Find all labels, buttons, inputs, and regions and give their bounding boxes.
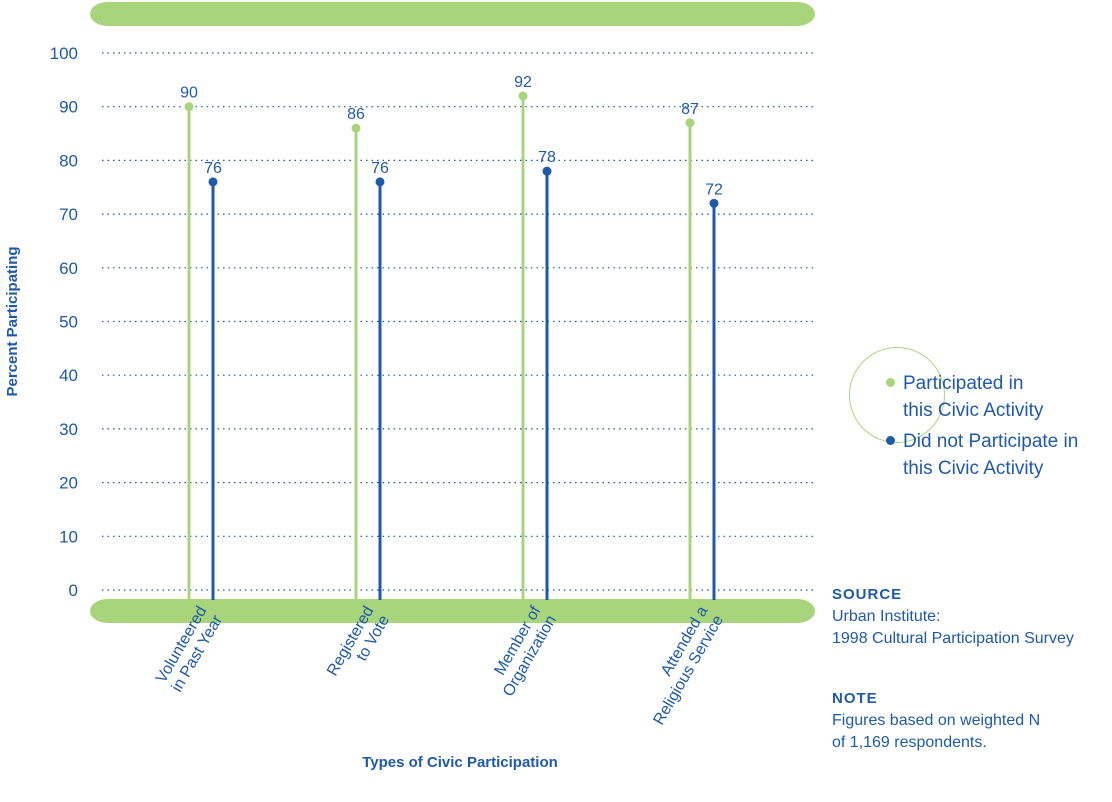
y-tick-label-100: 100 bbox=[50, 44, 78, 63]
value-label-not-participated-3: 72 bbox=[705, 181, 723, 198]
y-tick-label-0: 0 bbox=[69, 581, 78, 600]
value-label-participated-1: 86 bbox=[347, 106, 365, 123]
y-tick-label-40: 40 bbox=[59, 366, 78, 385]
point-participated-1 bbox=[351, 123, 361, 133]
y-tick-label-70: 70 bbox=[59, 205, 78, 224]
legend-label-participated-1: Participated in bbox=[903, 373, 1024, 394]
legend-dot-green-icon bbox=[886, 378, 895, 387]
point-not-participated-2 bbox=[542, 166, 552, 176]
legend-label-not-participated-2: this Civic Activity bbox=[903, 458, 1044, 479]
legend: Participated in this Civic Activity Did … bbox=[876, 370, 1106, 486]
source-block: SOURCE Urban Institute: 1998 Cultural Pa… bbox=[832, 584, 1074, 650]
y-axis-title: Percent Participating bbox=[4, 246, 21, 396]
value-label-participated-2: 92 bbox=[514, 74, 532, 91]
y-tick-label-60: 60 bbox=[59, 259, 78, 278]
bottom-band bbox=[90, 599, 815, 623]
y-tick-label-30: 30 bbox=[59, 420, 78, 439]
point-not-participated-0 bbox=[208, 177, 218, 187]
point-not-participated-1 bbox=[375, 177, 385, 187]
note-line-1: Figures based on weighted N bbox=[832, 712, 1041, 729]
y-tick-label-10: 10 bbox=[59, 527, 78, 546]
value-label-not-participated-0: 76 bbox=[204, 160, 222, 177]
legend-item-participated: Participated in this Civic Activity bbox=[876, 370, 1106, 424]
legend-item-not-participated: Did not Participate in this Civic Activi… bbox=[876, 428, 1106, 482]
note-heading: NOTE bbox=[832, 690, 878, 707]
y-tick-label-50: 50 bbox=[59, 313, 78, 332]
legend-dot-blue-icon bbox=[886, 436, 895, 445]
y-tick-label-90: 90 bbox=[59, 98, 78, 117]
value-label-participated-0: 90 bbox=[180, 85, 198, 102]
top-band bbox=[90, 2, 815, 26]
point-participated-3 bbox=[685, 118, 695, 128]
legend-highlight-ring bbox=[849, 347, 945, 443]
source-line-1: Urban Institute: bbox=[832, 608, 941, 625]
y-tick-label-80: 80 bbox=[59, 151, 78, 170]
value-label-participated-3: 87 bbox=[681, 101, 699, 118]
legend-label-participated-2: this Civic Activity bbox=[903, 400, 1044, 421]
x-axis-title: Types of Civic Participation bbox=[362, 754, 558, 771]
source-line-2: 1998 Cultural Participation Survey bbox=[832, 630, 1074, 647]
source-heading: SOURCE bbox=[832, 586, 903, 603]
value-label-not-participated-2: 78 bbox=[538, 149, 556, 166]
point-participated-0 bbox=[184, 102, 194, 112]
point-not-participated-3 bbox=[709, 198, 719, 208]
point-participated-2 bbox=[518, 91, 528, 101]
legend-label-not-participated-1: Did not Participate in bbox=[903, 431, 1079, 452]
note-line-2: of 1,169 respondents. bbox=[832, 734, 987, 751]
note-block: NOTE Figures based on weighted N of 1,16… bbox=[832, 688, 1040, 754]
y-tick-label-20: 20 bbox=[59, 474, 78, 493]
value-label-not-participated-1: 76 bbox=[371, 160, 389, 177]
